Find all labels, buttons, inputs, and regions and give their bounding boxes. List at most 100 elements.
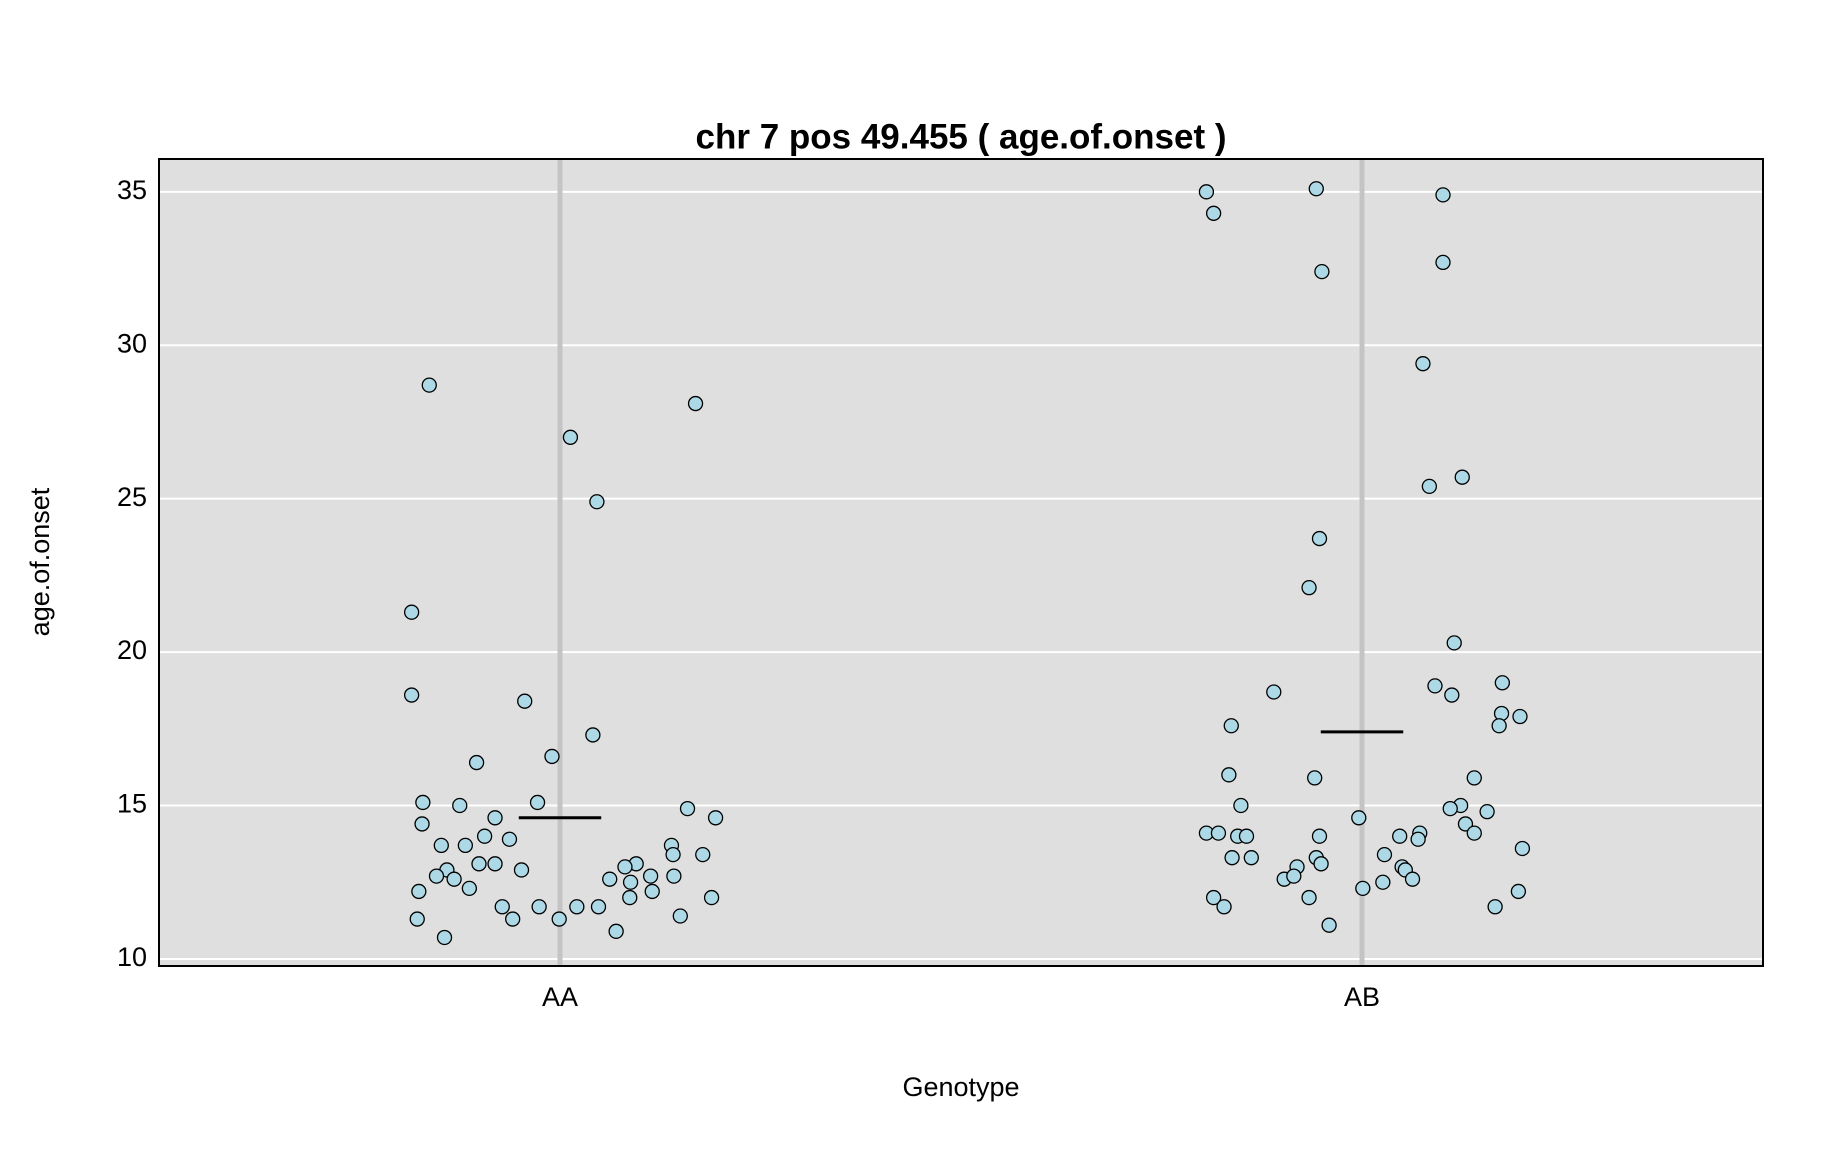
point xyxy=(622,889,638,906)
point xyxy=(1198,184,1215,200)
point xyxy=(1454,469,1470,485)
point xyxy=(1457,816,1474,832)
point xyxy=(1286,868,1302,884)
point xyxy=(529,794,546,811)
point xyxy=(409,911,425,927)
point xyxy=(1355,880,1371,897)
point xyxy=(551,911,567,927)
point xyxy=(672,908,688,924)
point xyxy=(1435,254,1451,271)
point xyxy=(1415,356,1431,372)
x-axis-label: Genotype xyxy=(902,1072,1019,1102)
point xyxy=(1238,828,1255,844)
point xyxy=(414,816,430,832)
point xyxy=(1233,797,1249,814)
point xyxy=(590,899,607,915)
point xyxy=(1321,917,1337,933)
y-tick-label: 25 xyxy=(117,482,147,512)
point xyxy=(1223,718,1239,734)
point xyxy=(703,889,720,906)
point xyxy=(1404,871,1421,887)
point xyxy=(1392,828,1408,844)
point xyxy=(1427,678,1443,694)
point xyxy=(531,899,547,915)
point xyxy=(1514,840,1531,857)
point xyxy=(421,377,437,393)
point xyxy=(1375,874,1391,890)
point xyxy=(666,868,682,884)
point xyxy=(1479,804,1495,820)
x-tick-label: AB xyxy=(1344,982,1380,1012)
point xyxy=(589,494,605,510)
point xyxy=(1210,825,1227,841)
y-tick-label: 30 xyxy=(117,328,147,358)
point xyxy=(1510,883,1527,900)
point xyxy=(1301,580,1317,596)
point xyxy=(1205,889,1222,906)
point xyxy=(695,846,711,863)
point xyxy=(468,754,485,771)
point xyxy=(1435,187,1451,203)
point xyxy=(494,899,510,915)
point xyxy=(1266,684,1282,700)
point xyxy=(403,604,420,620)
point xyxy=(501,831,518,847)
point xyxy=(1313,856,1329,872)
point xyxy=(1494,675,1510,691)
point xyxy=(1351,810,1367,826)
point xyxy=(1376,846,1393,863)
point xyxy=(461,880,478,897)
point xyxy=(1307,770,1323,786)
point xyxy=(1512,708,1528,725)
point xyxy=(1446,635,1462,651)
point xyxy=(1221,767,1237,783)
point xyxy=(585,727,601,743)
y-tick-label: 35 xyxy=(117,175,147,205)
point xyxy=(1311,828,1328,844)
point xyxy=(1410,831,1426,847)
point xyxy=(1224,850,1240,866)
point xyxy=(1493,705,1510,722)
point xyxy=(446,871,462,887)
point xyxy=(411,883,427,900)
point xyxy=(1487,899,1503,915)
point xyxy=(1442,800,1458,817)
point xyxy=(1243,850,1259,866)
y-tick-label: 15 xyxy=(117,789,147,819)
point xyxy=(433,837,449,854)
point xyxy=(428,868,445,884)
point xyxy=(1466,770,1482,786)
point xyxy=(517,693,533,709)
point xyxy=(1308,181,1324,197)
plot-frame xyxy=(158,158,1764,967)
point xyxy=(505,911,521,927)
point xyxy=(452,797,468,814)
point xyxy=(642,868,659,884)
point xyxy=(487,810,503,826)
point xyxy=(1301,889,1317,906)
chart-title: chr 7 pos 49.455 ( age.of.onset ) xyxy=(696,117,1227,156)
y-tick-label: 10 xyxy=(117,942,147,972)
point xyxy=(569,899,585,915)
point xyxy=(1311,530,1328,547)
plot-background xyxy=(159,159,1763,966)
point xyxy=(1216,899,1232,915)
point xyxy=(665,846,681,863)
point xyxy=(1205,205,1222,221)
point xyxy=(617,859,633,875)
point xyxy=(562,429,579,445)
point xyxy=(1466,825,1482,841)
y-tick-label: 20 xyxy=(117,635,147,665)
y-axis-label: age.of.onset xyxy=(25,487,55,636)
point xyxy=(457,837,474,854)
point xyxy=(1491,718,1507,734)
point xyxy=(602,871,618,887)
point xyxy=(1421,478,1438,495)
point xyxy=(436,929,453,946)
point xyxy=(403,687,420,703)
point xyxy=(544,748,560,765)
point xyxy=(476,828,493,844)
point xyxy=(487,856,503,872)
x-tick-label: AA xyxy=(542,982,578,1012)
